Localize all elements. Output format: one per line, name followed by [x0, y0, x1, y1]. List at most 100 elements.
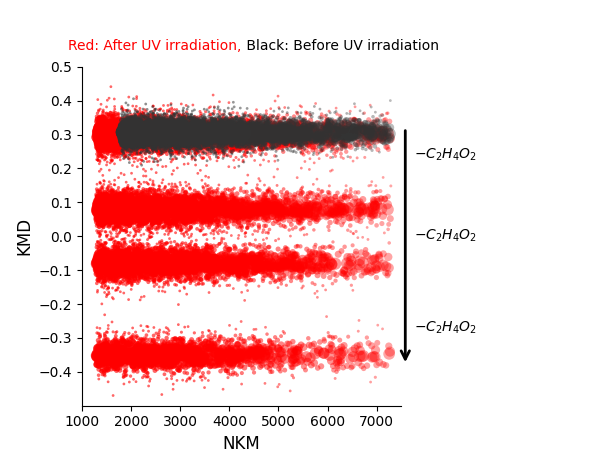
Point [108, 346, 118, 353]
Point [124, 130, 134, 138]
Point [145, 230, 155, 237]
Point [136, 207, 145, 214]
Point [227, 149, 236, 156]
Point [110, 351, 119, 359]
Point [146, 119, 156, 127]
Point [245, 123, 254, 130]
Point [178, 138, 187, 146]
Point [173, 125, 182, 132]
Point [155, 262, 165, 269]
Point [133, 267, 142, 275]
Point [184, 110, 193, 118]
Point [310, 125, 320, 133]
Point [168, 123, 178, 131]
Point [276, 199, 286, 207]
Point [120, 135, 130, 142]
Point [149, 258, 158, 266]
Point [151, 359, 160, 367]
Point [108, 140, 118, 147]
Point [130, 115, 140, 122]
Point [296, 132, 306, 139]
Point [218, 122, 227, 129]
Point [110, 358, 119, 365]
Point [243, 271, 253, 278]
Point [160, 210, 170, 217]
Point [114, 218, 124, 226]
Point [163, 217, 172, 224]
Point [358, 110, 368, 117]
Point [126, 124, 136, 132]
Point [193, 346, 202, 353]
Point [92, 215, 102, 222]
Point [135, 193, 145, 200]
Point [127, 258, 136, 265]
Point [176, 268, 186, 276]
Point [192, 190, 202, 197]
Point [261, 144, 271, 151]
Point [102, 260, 112, 267]
Point [152, 280, 161, 288]
Point [115, 210, 124, 217]
Point [93, 204, 103, 212]
Point [214, 254, 223, 261]
Point [240, 124, 250, 132]
Point [260, 247, 269, 255]
Point [152, 193, 162, 200]
Point [104, 123, 113, 131]
Point [209, 234, 219, 242]
Point [181, 110, 191, 117]
Point [198, 244, 208, 252]
Point [149, 139, 159, 147]
Point [172, 213, 181, 220]
Point [125, 118, 134, 126]
Point [143, 370, 152, 377]
Point [104, 353, 114, 360]
Point [117, 334, 127, 341]
Point [140, 129, 150, 137]
Point [277, 188, 286, 196]
Point [138, 248, 148, 255]
Point [107, 208, 116, 215]
Point [184, 114, 193, 122]
Point [203, 190, 213, 197]
Point [100, 189, 110, 196]
Point [125, 194, 135, 202]
Point [134, 125, 143, 132]
Point [110, 348, 120, 356]
Point [187, 276, 196, 284]
Point [99, 341, 109, 349]
Point [106, 212, 115, 219]
Point [166, 141, 176, 149]
Point [179, 118, 189, 125]
Point [267, 124, 277, 132]
Point [343, 118, 353, 126]
Point [170, 350, 180, 358]
Point [109, 225, 118, 233]
Point [328, 238, 338, 246]
Point [175, 257, 184, 264]
Point [104, 275, 114, 282]
Point [191, 136, 201, 144]
Point [137, 201, 147, 208]
Point [122, 269, 132, 277]
Point [156, 135, 166, 142]
Point [150, 135, 160, 143]
Point [106, 263, 115, 270]
Point [103, 365, 112, 373]
Point [141, 206, 151, 214]
Point [173, 133, 183, 141]
Point [190, 114, 199, 121]
Point [151, 122, 161, 130]
Point [184, 147, 194, 154]
Point [115, 211, 124, 219]
Point [241, 281, 251, 289]
Point [383, 272, 392, 279]
Point [320, 254, 329, 261]
Point [347, 214, 357, 221]
Point [147, 195, 157, 202]
Point [151, 144, 160, 151]
Point [290, 191, 299, 198]
Point [101, 135, 110, 142]
Point [107, 141, 117, 149]
Point [133, 126, 142, 133]
